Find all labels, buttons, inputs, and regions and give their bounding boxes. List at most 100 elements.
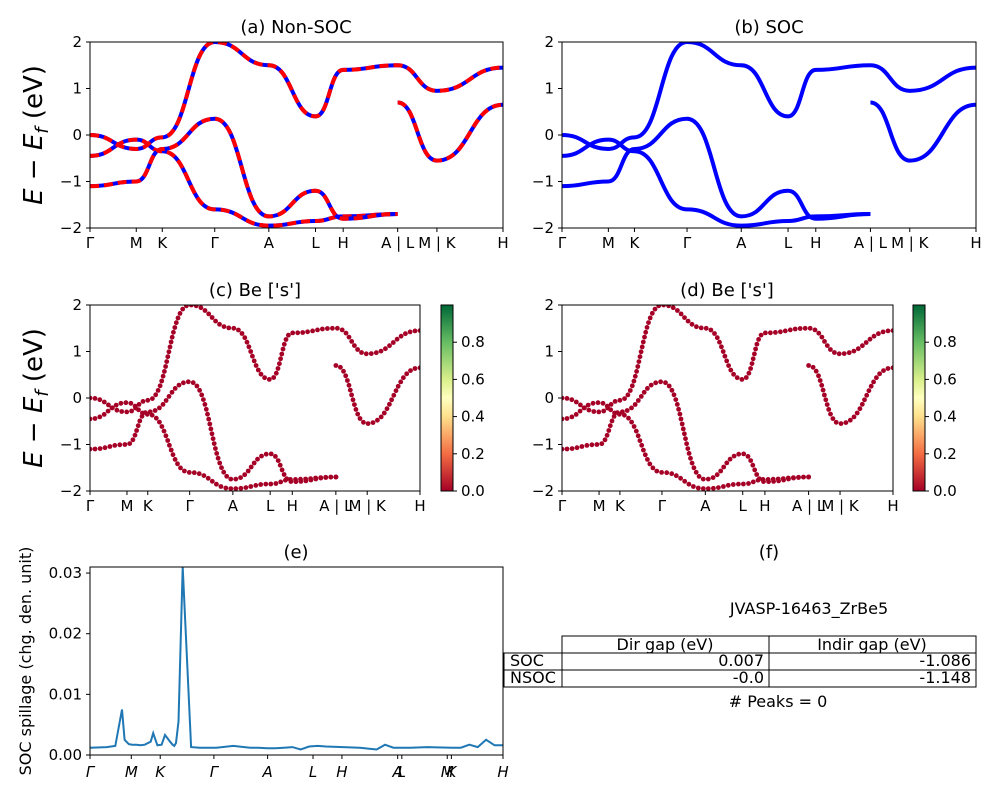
band-ylabel-top: E − Ef (eV) — [19, 65, 53, 205]
band-point — [169, 389, 175, 395]
x-tick-label: Γ — [210, 763, 220, 781]
band-point — [210, 436, 216, 442]
band-point — [130, 437, 136, 443]
band-point — [631, 424, 637, 429]
band-point — [632, 402, 638, 407]
band-point — [262, 375, 267, 381]
band-point — [671, 392, 677, 398]
band-point — [162, 369, 167, 374]
band-point — [741, 451, 747, 457]
band-point — [152, 408, 158, 413]
band-point — [574, 445, 580, 451]
band-point — [389, 397, 394, 403]
band-point — [736, 481, 741, 487]
x-tick-label: H — [497, 763, 508, 781]
band-point — [822, 392, 827, 398]
band-point — [295, 330, 301, 336]
band-point — [664, 470, 670, 476]
band-point — [164, 359, 170, 364]
band-point — [638, 394, 644, 399]
band-point — [259, 453, 264, 459]
y-tick-label: 1 — [544, 343, 554, 361]
band-point — [408, 368, 413, 373]
band-point — [395, 383, 401, 389]
band-point — [102, 445, 108, 451]
band-point — [266, 377, 272, 382]
band-point — [796, 475, 801, 480]
x-tick-label: Γ — [211, 234, 220, 252]
band-point — [181, 380, 186, 386]
band-point — [339, 327, 345, 333]
band-point — [860, 343, 865, 349]
y-tick-label: −2 — [532, 219, 554, 237]
band-point — [117, 442, 123, 448]
band-point — [750, 479, 756, 485]
band-point — [353, 407, 359, 412]
band-point — [881, 368, 886, 373]
x-tick-label: K — [615, 497, 626, 515]
band-point — [637, 354, 643, 360]
band-point — [165, 354, 171, 360]
band-point — [185, 379, 191, 385]
band-point — [136, 402, 142, 407]
band-point — [224, 473, 230, 479]
band-point — [233, 476, 239, 482]
band-point — [666, 383, 672, 389]
band-point — [375, 417, 380, 423]
band-point — [403, 331, 408, 337]
band-point — [113, 402, 119, 408]
band-point — [268, 451, 274, 457]
band-point — [101, 412, 107, 417]
x-tick-label: L — [266, 497, 275, 515]
band-point — [792, 326, 798, 332]
x-tick-label: M | K — [891, 234, 930, 252]
band-point — [669, 471, 675, 477]
band-point — [184, 305, 189, 309]
band-point — [854, 410, 860, 416]
band-point — [863, 340, 869, 345]
band-point — [573, 412, 579, 417]
band-point — [824, 402, 830, 407]
band-point — [642, 452, 648, 458]
band-point — [748, 458, 754, 463]
band-point — [368, 351, 374, 356]
band-point — [678, 311, 684, 317]
band-point — [868, 383, 874, 389]
band-point — [134, 428, 140, 433]
band-point — [712, 331, 717, 336]
band-point — [758, 332, 764, 338]
band-point — [180, 306, 186, 312]
band-point — [864, 392, 870, 398]
band-point — [754, 341, 760, 347]
band-point — [250, 353, 255, 359]
band-point — [199, 392, 205, 398]
band-point — [277, 462, 283, 468]
y-tick-label: 1 — [544, 80, 554, 98]
band-point — [381, 410, 387, 416]
band-point — [221, 324, 227, 329]
band-point — [209, 315, 215, 320]
x-tick-label: A | L — [854, 234, 888, 252]
band-point — [97, 414, 103, 420]
band-point — [586, 407, 592, 413]
band-point — [632, 373, 638, 379]
band-point — [238, 485, 244, 491]
band-point — [824, 343, 830, 348]
panel-e-frame — [89, 566, 504, 756]
band-point — [119, 409, 125, 414]
band-point — [820, 387, 826, 393]
band-point — [585, 402, 591, 408]
band-point — [749, 361, 755, 366]
band-point — [258, 482, 264, 487]
band-point — [190, 380, 196, 386]
band-point — [273, 454, 278, 459]
band-point — [647, 315, 653, 321]
band-point — [652, 306, 658, 312]
band-point — [644, 325, 650, 330]
spillage-ylabel: SOC spillage (chg. den. unit) — [16, 547, 35, 776]
band-point — [196, 471, 202, 477]
panel-e-title: (e) — [283, 542, 308, 563]
band-point — [645, 386, 650, 391]
band-point — [157, 405, 162, 411]
